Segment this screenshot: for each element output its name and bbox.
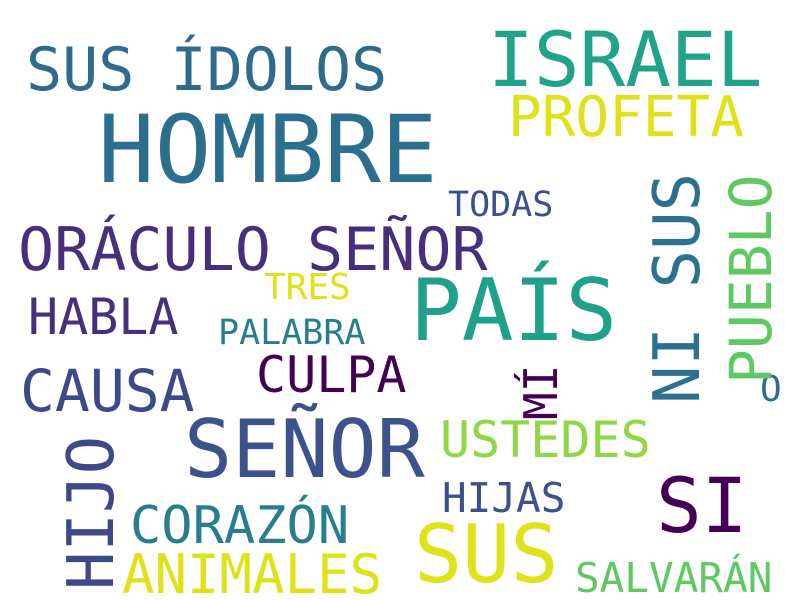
word-hijas: HIJAS bbox=[442, 474, 566, 522]
word-si: SI bbox=[656, 461, 748, 550]
word-sus-idolos: SUS ÍDOLOS bbox=[26, 35, 388, 105]
word-oraculo-senor: ORÁCULO SEÑOR bbox=[18, 215, 488, 285]
word-hijo: HIJO bbox=[55, 435, 129, 590]
word-ustedes: USTEDES bbox=[440, 411, 651, 469]
word-o: O bbox=[760, 369, 782, 410]
word-todas: TODAS bbox=[448, 185, 554, 225]
word-senor: SEÑOR bbox=[184, 403, 425, 496]
word-pueblo: PUEBLO bbox=[717, 174, 785, 384]
word-palabra: PALABRA bbox=[218, 313, 366, 353]
word-pais: PAÍS bbox=[410, 261, 618, 361]
word-sus: SUS bbox=[414, 508, 559, 600]
word-causa: CAUSA bbox=[20, 357, 195, 425]
word-ni-sus: NI SUS bbox=[641, 172, 715, 404]
word-animales: ANIMALES bbox=[122, 543, 383, 600]
word-habla: HABLA bbox=[28, 288, 179, 346]
word-tres: TRES bbox=[264, 267, 351, 308]
word-salvaran: SALVARÁN bbox=[575, 554, 773, 600]
word-corazon: CORAZÓN bbox=[130, 496, 350, 556]
word-profeta: PROFETA bbox=[508, 85, 745, 150]
word-hombre: HOMBRE bbox=[98, 96, 438, 205]
word-culpa: CULPA bbox=[256, 346, 407, 404]
word-mi: MÍ bbox=[514, 364, 568, 420]
word-israel: ISRAEL bbox=[488, 15, 763, 104]
